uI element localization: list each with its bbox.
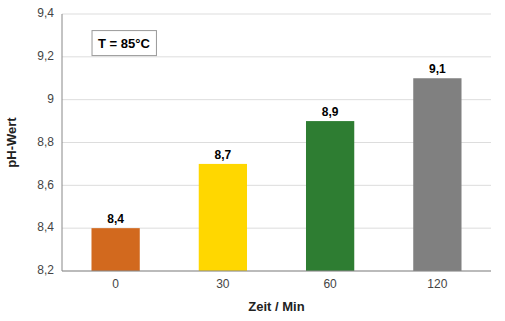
x-tick-label: 60: [323, 277, 337, 291]
data-label: 8,4: [107, 212, 124, 226]
page: {"chart_data": {"type": "bar", "categori…: [0, 0, 505, 321]
data-label: 8,9: [322, 105, 339, 119]
x-tick-label: 0: [112, 277, 119, 291]
bar: [199, 164, 247, 271]
chart-svg: 8,2 8,4 8,6 8,8 9 9,2 9,4 8,4 8,7 8,9 9,1 0 30 60 120 Z…: [0, 0, 505, 321]
data-label: 8,7: [215, 148, 232, 162]
grid-line: [62, 56, 491, 57]
x-axis-title: Zeit / Min: [248, 299, 304, 314]
bars: [91, 78, 461, 271]
x-axis-line: [62, 271, 491, 272]
annotation-box: [92, 31, 156, 56]
y-tick-label: 8,4: [37, 220, 54, 234]
y-tick-label: 8,6: [37, 178, 54, 192]
y-tick-label: 9: [47, 92, 54, 106]
y-tick-label: 8,2: [37, 263, 54, 277]
x-tick-label: 30: [216, 277, 230, 291]
grid: [62, 14, 491, 271]
y-axis-line: [62, 14, 63, 271]
annotation: T = 85°C: [92, 31, 156, 56]
bar: [91, 228, 139, 271]
chart-container: 8,2 8,4 8,6 8,8 9 9,2 9,4 8,4 8,7 8,9 9,1 0 30 60 120 Z…: [0, 0, 505, 321]
data-labels: 8,4 8,7 8,9 9,1: [107, 62, 446, 226]
data-label: 9,1: [429, 62, 446, 76]
grid-line: [62, 14, 491, 15]
y-tick-labels: 8,2 8,4 8,6 8,8 9 9,2 9,4: [37, 6, 54, 277]
y-axis-title: pH-Wert: [4, 117, 19, 168]
y-tick-label: 9,2: [37, 49, 54, 63]
annotation-text: T = 85°C: [98, 36, 150, 51]
x-tick-label: 120: [427, 277, 447, 291]
y-tick-label: 9,4: [37, 6, 54, 20]
x-tick-labels: 0 30 60 120: [112, 277, 447, 291]
bar: [413, 78, 461, 271]
y-tick-label: 8,8: [37, 135, 54, 149]
grid-line: [62, 271, 491, 272]
bar: [306, 121, 354, 271]
